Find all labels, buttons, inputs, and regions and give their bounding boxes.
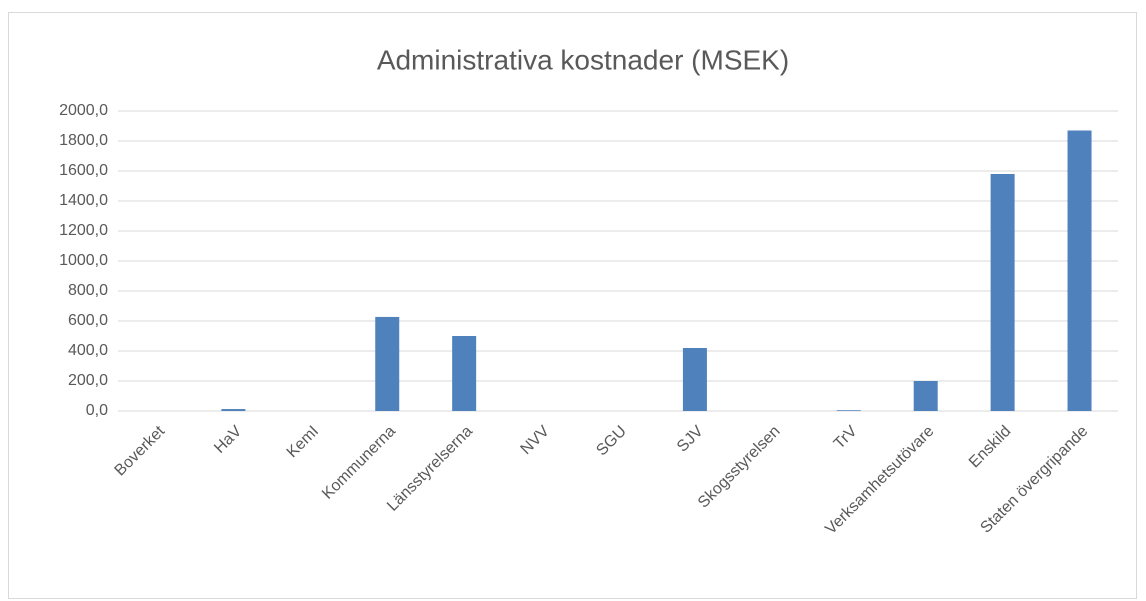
y-tick-label: 2000,0 [59,102,108,119]
y-tick-label: 400,0 [68,342,108,359]
y-tick-label: 1000,0 [59,252,108,269]
bar [913,381,938,411]
y-tick-label: 1800,0 [59,132,108,149]
chart-title: Administrativa kostnader (MSEK) [377,44,789,75]
bar [375,316,400,411]
y-tick-label: 200,0 [68,372,108,389]
y-tick-label: 600,0 [68,312,108,329]
bar [452,336,477,411]
y-tick-label: 1600,0 [59,162,108,179]
y-tick-label: 0,0 [86,402,108,419]
bar [990,174,1015,411]
y-tick-label: 1200,0 [59,222,108,239]
y-tick-label: 1400,0 [59,192,108,209]
y-tick-label: 800,0 [68,282,108,299]
bar [836,410,861,411]
chart-border [8,12,1137,599]
bar [1067,130,1092,411]
bar [682,348,707,411]
bar [221,409,246,411]
